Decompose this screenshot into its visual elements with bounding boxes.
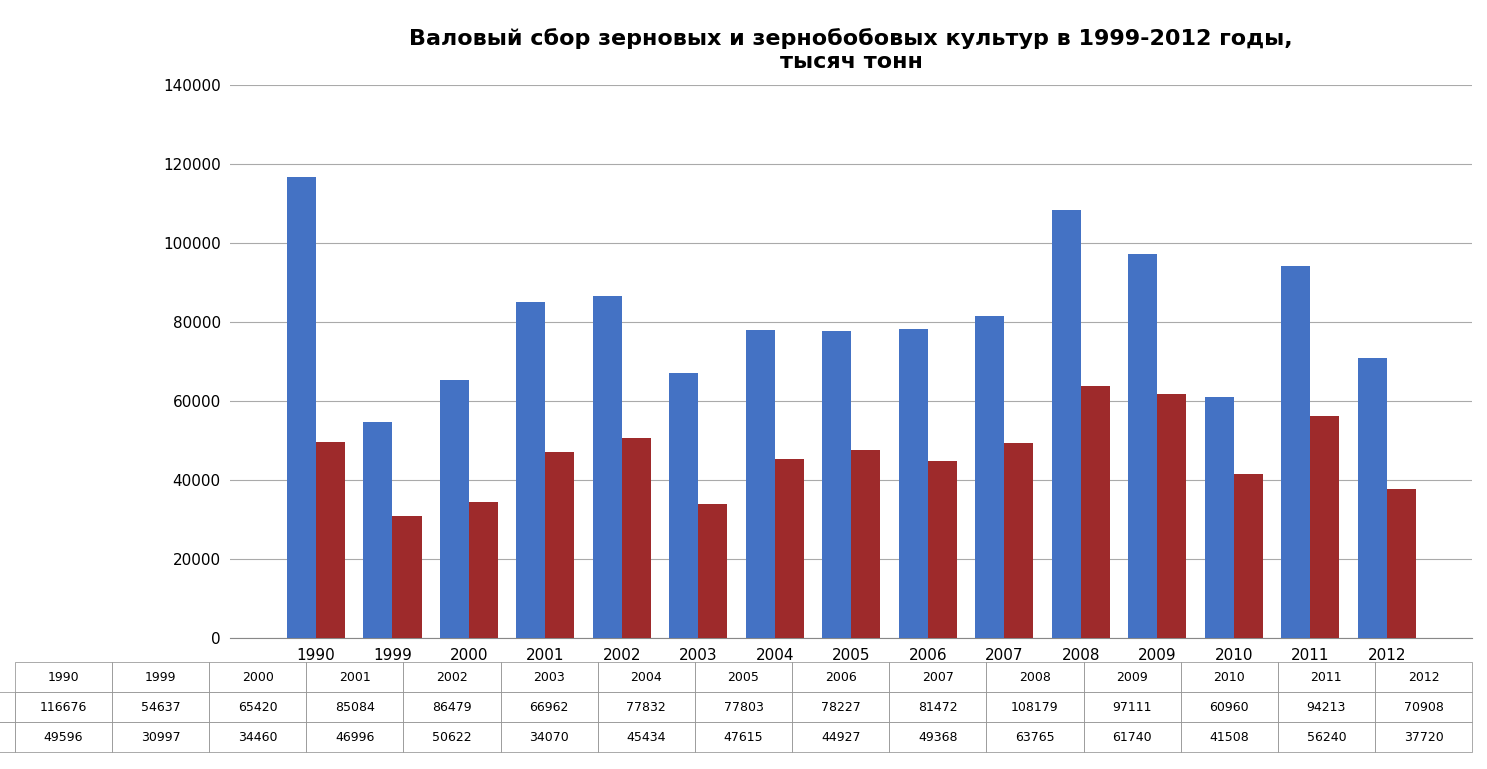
Bar xyxy=(975,316,1004,638)
Bar xyxy=(1387,489,1416,638)
Bar xyxy=(851,450,880,638)
Bar xyxy=(468,502,498,638)
Bar xyxy=(1234,474,1262,638)
Bar xyxy=(1157,394,1187,638)
Bar xyxy=(315,442,345,638)
Bar xyxy=(516,301,546,638)
Bar xyxy=(1204,397,1234,638)
Bar xyxy=(287,177,315,638)
Bar xyxy=(440,380,468,638)
Bar xyxy=(699,504,727,638)
Bar xyxy=(546,452,574,638)
Bar xyxy=(822,331,851,638)
Bar xyxy=(1282,265,1310,638)
Bar xyxy=(746,331,775,638)
Title: Валовый сбор зерновых и зернобобовых культур в 1999-2012 годы,
тысяч тонн: Валовый сбор зерновых и зернобобовых кул… xyxy=(409,28,1294,72)
Bar xyxy=(775,458,804,638)
Bar xyxy=(593,296,622,638)
Bar xyxy=(1081,386,1109,638)
Bar xyxy=(1051,211,1081,638)
Bar xyxy=(669,374,699,638)
Bar xyxy=(622,438,651,638)
Bar xyxy=(1004,443,1033,638)
Bar xyxy=(363,422,393,638)
Bar xyxy=(1310,416,1340,638)
Bar xyxy=(898,329,928,638)
Bar xyxy=(928,461,956,638)
Bar xyxy=(393,516,421,638)
Bar xyxy=(1358,358,1387,638)
Bar xyxy=(1129,255,1157,638)
